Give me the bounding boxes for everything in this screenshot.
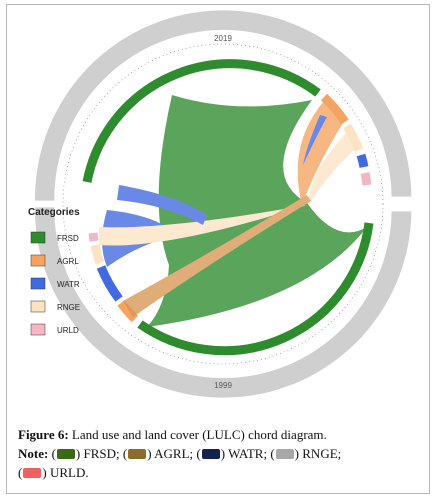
year-label-top: 2019 bbox=[214, 34, 232, 43]
legend-title: Categories bbox=[28, 207, 80, 218]
chords bbox=[99, 95, 367, 327]
note-urld: URLD. bbox=[49, 465, 89, 480]
note-swatch-agrl bbox=[128, 449, 147, 459]
sector-1999-rnge bbox=[90, 244, 105, 265]
chord-rnge-frsd bbox=[308, 131, 357, 205]
chord-frsd-watr bbox=[117, 185, 207, 225]
chord-diagram: 2019 1999 Categories FRSD AGRL WATR RNGE… bbox=[28, 10, 412, 398]
caption-line: Figure 6: Land use and land cover (LULC)… bbox=[18, 425, 422, 444]
legend-swatch-urld bbox=[30, 323, 46, 336]
note-swatch-rnge bbox=[275, 449, 294, 459]
note-agrl: AGRL; bbox=[154, 446, 194, 461]
sector-2019-watr bbox=[356, 153, 369, 168]
note-swatch-watr bbox=[201, 449, 220, 459]
year-band-1999 bbox=[34, 207, 412, 398]
figure-label: Figure 6: bbox=[18, 427, 69, 442]
chord-rnge-rnge bbox=[99, 205, 307, 246]
tick-ring bbox=[62, 43, 384, 365]
chord-agrl-agrl bbox=[123, 195, 311, 317]
note-line-2: () URLD. bbox=[18, 465, 89, 480]
legend-label-rnge: RNGE bbox=[57, 303, 80, 312]
legend-label-agrl: AGRL bbox=[57, 257, 79, 266]
chord-watr-agrl bbox=[303, 115, 327, 165]
note-swatch-frsd bbox=[56, 449, 75, 459]
note-frsd: FRSD; bbox=[83, 446, 120, 461]
sector-1999-frsd bbox=[137, 222, 374, 356]
chord-agrl-frsd bbox=[297, 101, 343, 205]
note-line: Note: () FRSD; () AGRL; () WATR; () RNGE… bbox=[18, 446, 342, 461]
year-band-2019 bbox=[34, 10, 412, 201]
note-swatch-urld bbox=[23, 468, 42, 478]
sector-2019-urld bbox=[360, 172, 372, 186]
legend-label-frsd: FRSD bbox=[57, 234, 79, 243]
legend-label-urld: URLD bbox=[57, 326, 79, 335]
sector-1999-watr bbox=[96, 265, 123, 302]
sector-2019-frsd bbox=[82, 59, 321, 183]
figure-text: Land use and land cover (LULC) chord dia… bbox=[68, 427, 327, 442]
sector-2019-agrl bbox=[320, 93, 349, 125]
sector-1999-urld bbox=[88, 232, 99, 242]
legend-swatch-rnge bbox=[30, 300, 46, 313]
figure-caption: Figure 6: Land use and land cover (LULC)… bbox=[18, 425, 422, 482]
legend-swatch-agrl bbox=[30, 254, 46, 267]
legend-label-watr: WATR bbox=[57, 280, 80, 289]
legend-swatch-watr bbox=[30, 277, 46, 290]
note-watr: WATR; bbox=[228, 446, 268, 461]
sector-2019-rnge bbox=[343, 123, 364, 152]
note-label: Note: bbox=[18, 446, 49, 461]
legend: Categories FRSD AGRL WATR RNGE URLD bbox=[28, 207, 80, 336]
legend-swatch-frsd bbox=[30, 231, 46, 244]
year-label-bottom: 1999 bbox=[214, 381, 232, 390]
sector-1999-agrl bbox=[117, 300, 139, 323]
note-rnge: RNGE; bbox=[302, 446, 342, 461]
